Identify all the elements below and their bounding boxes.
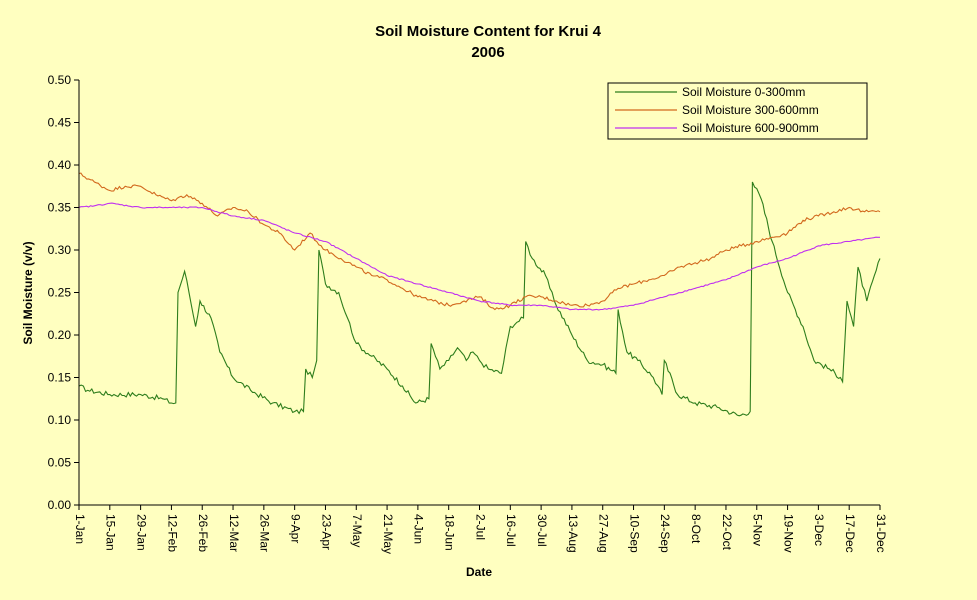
x-tick-label: 26-Feb [196, 514, 210, 552]
x-tick-label: 4-Jun [412, 514, 426, 544]
x-tick-label: 1-Jan [73, 514, 87, 544]
series-layer [78, 172, 881, 417]
x-tick-label: 26-Mar [258, 514, 272, 552]
plot-area [79, 80, 880, 505]
y-tick-label: 0.00 [48, 498, 72, 512]
legend-label-1: Soil Moisture 0-300mm [682, 85, 805, 99]
y-tick-label: 0.45 [48, 116, 72, 130]
y-axis-title: Soil Moisture (v/v) [21, 241, 35, 344]
y-tick-label: 0.35 [48, 201, 72, 215]
x-tick-label: 9-Apr [288, 514, 302, 543]
legend: Soil Moisture 0-300mm Soil Moisture 300-6… [607, 82, 868, 140]
x-tick-label: 23-Apr [319, 514, 333, 550]
chart-subtitle: 2006 [471, 44, 504, 61]
x-tick-label: 2-Jul [473, 514, 487, 540]
x-tick-label: 19-Nov [781, 514, 795, 553]
x-axis-title: Date [466, 565, 492, 579]
axes-layer: 0.00 0.05 0.10 0.15 0.20 0.25 0.30 0.35 0.40 0.45… [48, 73, 888, 554]
series-line-3 [78, 202, 880, 311]
y-tick-label: 0.10 [48, 413, 72, 427]
x-tick-label: 22-Oct [720, 514, 734, 551]
x-tick-label: 15-Jan [104, 514, 118, 551]
x-tick-label: 17-Dec [843, 514, 857, 553]
y-tick-label: 0.40 [48, 158, 72, 172]
x-tick-label: 7-May [350, 514, 364, 547]
x-tick-label: 3-Dec [812, 514, 826, 546]
x-tick-label: 24-Sep [658, 514, 672, 553]
y-tick-label: 0.25 [48, 286, 72, 300]
x-tick-label: 18-Jun [443, 514, 457, 551]
y-tick-label: 0.30 [48, 243, 72, 257]
legend-label-3: Soil Moisture 600-900mm [682, 121, 819, 135]
x-tick-label: 30-Jul [535, 514, 549, 547]
x-tick-label: 12-Feb [165, 514, 179, 552]
x-tick-label: 21-May [381, 514, 395, 554]
x-tick-label: 29-Jan [134, 514, 148, 551]
y-tick-label: 0.05 [48, 456, 72, 470]
x-tick-label: 8-Oct [689, 514, 703, 544]
y-tick-label: 0.20 [48, 328, 72, 342]
series-line-2 [78, 172, 881, 311]
x-tick-label: 27-Aug [597, 514, 611, 553]
x-tick-label: 5-Nov [751, 514, 765, 546]
x-tick-label: 13-Aug [566, 514, 580, 553]
x-tick-label: 31-Dec [874, 514, 888, 553]
series-line-1 [78, 181, 881, 417]
y-tick-label: 0.50 [48, 73, 72, 87]
legend-label-2: Soil Moisture 300-600mm [682, 103, 819, 117]
y-tick-label: 0.15 [48, 371, 72, 385]
x-tick-label: 16-Jul [504, 514, 518, 547]
chart-title: Soil Moisture Content for Krui 4 [375, 23, 601, 40]
x-tick-label: 10-Sep [627, 514, 641, 553]
x-tick-label: 12-Mar [227, 514, 241, 552]
